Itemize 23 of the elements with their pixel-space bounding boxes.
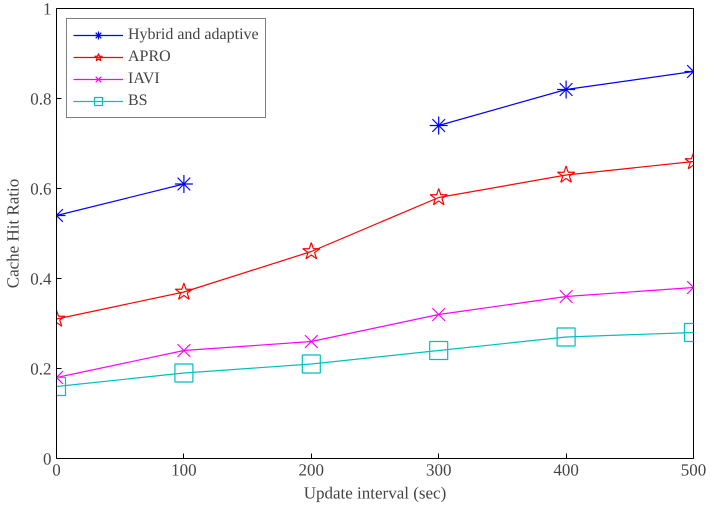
legend-label: APRO bbox=[128, 48, 171, 66]
x-tick-label: 200 bbox=[298, 460, 324, 480]
x-tick-label: 400 bbox=[553, 460, 579, 480]
y-tick-label: 1 bbox=[43, 0, 52, 18]
point bbox=[302, 242, 320, 260]
x-tick-label: 100 bbox=[171, 460, 197, 480]
point bbox=[432, 308, 446, 322]
point bbox=[302, 354, 321, 374]
point bbox=[429, 340, 448, 360]
y-axis-title: Cache Hit Ratio bbox=[3, 178, 22, 288]
point bbox=[429, 116, 448, 136]
legend-label: IAVI bbox=[128, 70, 160, 88]
point bbox=[304, 334, 318, 348]
y-tick-label: 0.2 bbox=[30, 360, 52, 378]
legend-label: Hybrid and adaptive bbox=[128, 26, 259, 44]
x-tick-label: 500 bbox=[680, 460, 706, 480]
y-tick-label: 0.6 bbox=[30, 180, 52, 198]
y-tick-label: 0.4 bbox=[30, 270, 52, 288]
y-tick-label: 0.8 bbox=[30, 90, 52, 108]
x-axis-title: Update interval (sec) bbox=[304, 484, 446, 502]
x-tick-label: 300 bbox=[426, 460, 452, 480]
point bbox=[430, 188, 448, 206]
legend-label: BS bbox=[128, 92, 148, 110]
